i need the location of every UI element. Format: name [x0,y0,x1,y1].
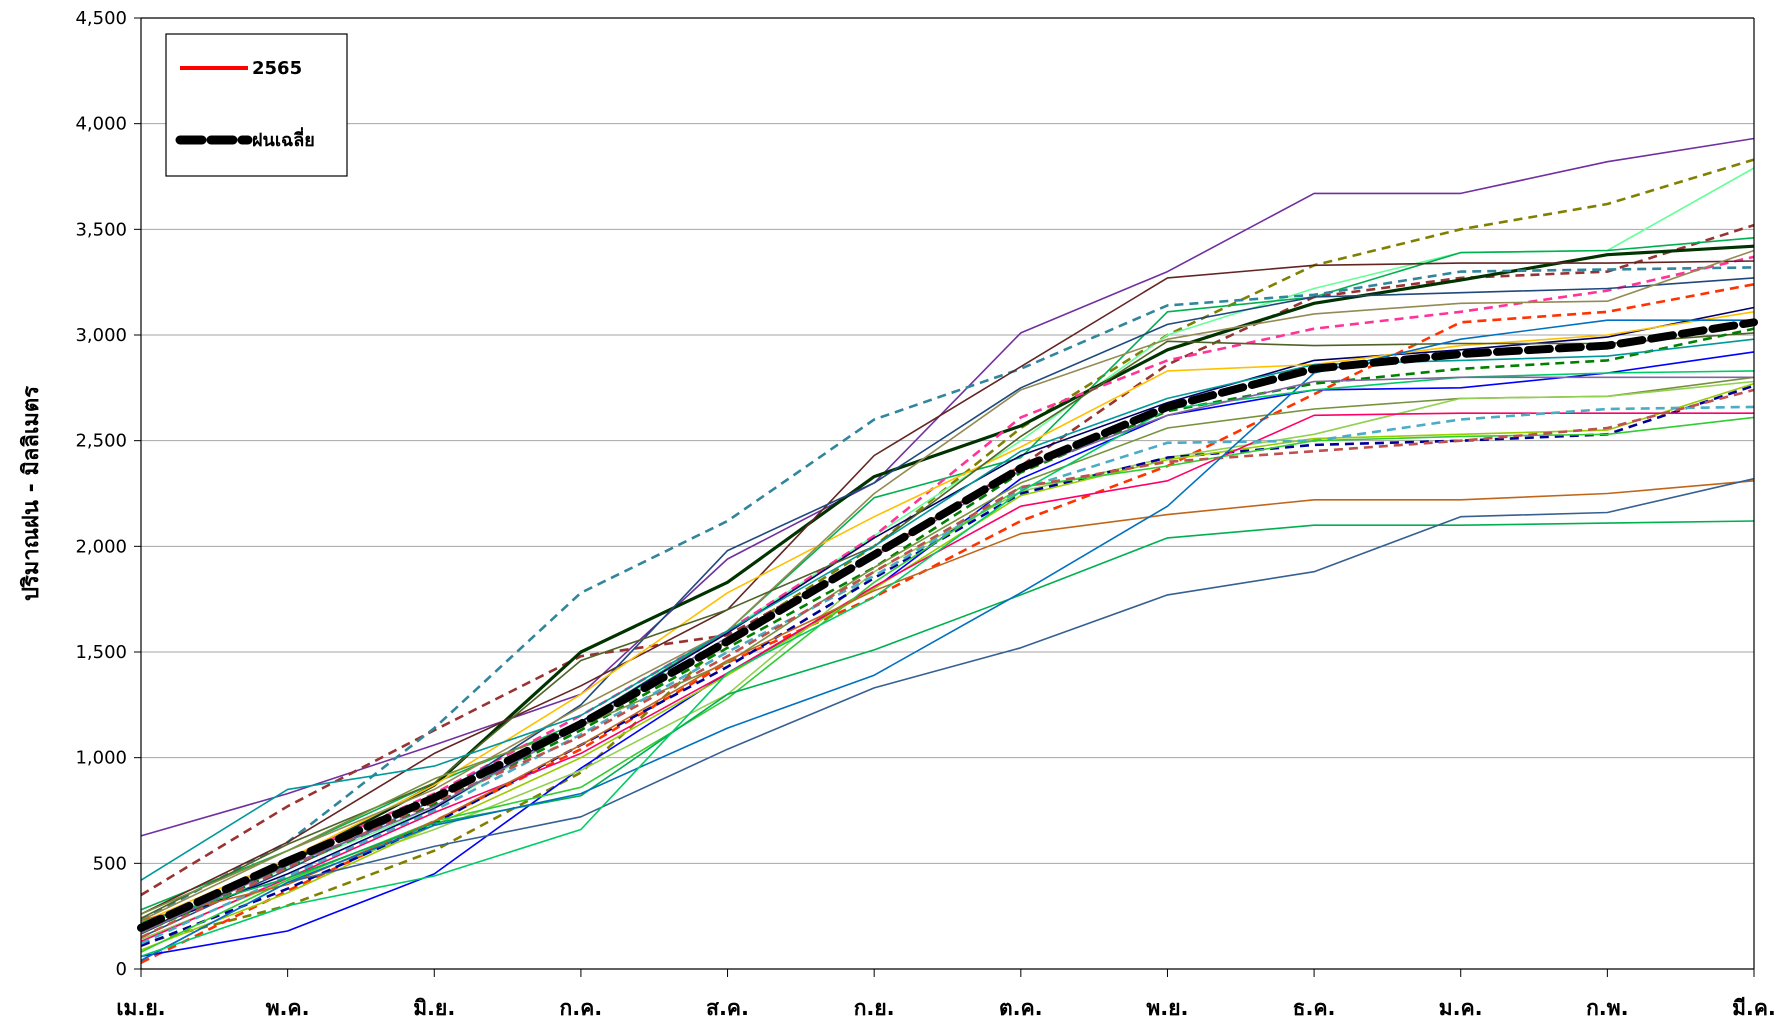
legend: 2565 ฝนเฉลี่ย [165,33,348,177]
x-tick-label: พ.ย. [1146,996,1188,1019]
series-line [140,382,1755,951]
gridlines [141,17,1754,864]
y-tick-label: 1,000 [75,748,127,769]
x-tick-label: ต.ค. [999,996,1043,1019]
series-line [140,520,1755,924]
x-tick-label: เม.ย. [116,996,165,1019]
series-line [140,388,1755,939]
series-line [140,384,1755,948]
average-line [137,318,1758,932]
series-line [140,319,1754,962]
legend-label-2565: 2565 [252,58,302,79]
series-line [140,266,1755,922]
series-line [140,376,1755,915]
series-line [140,327,1755,935]
x-tick-label: ส.ค. [706,996,749,1019]
legend-box [165,33,348,177]
series-line [140,306,1755,932]
series-line [140,137,1755,837]
x-tick-label: ก.ค. [560,996,603,1019]
x-axis-tick-labels: เม.ย. พ.ค. มิ.ย. ก.ค. ส.ค. ก.ย. ต.ค. พ.ย. ธ.ค. ม.… [116,996,1776,1019]
y-tick-label: 3,500 [75,219,127,240]
y-tick-label: 4,000 [75,114,127,135]
series-line [140,260,1755,915]
x-tick-label: พ.ค. [266,996,310,1019]
x-tick-label: มิ.ย. [413,996,455,1019]
axes [134,17,1755,977]
y-tick-label: 2,000 [75,536,127,557]
legend-label-average: ฝนเฉลี่ย [252,127,315,151]
series-line [140,283,1755,964]
y-tick-label: 0 [116,959,127,980]
x-tick-label: ธ.ค. [1293,996,1336,1019]
x-tick-label: มี.ค. [1732,996,1776,1019]
average-rainfall-line [137,318,1758,932]
y-tick-label: 4,500 [75,8,127,29]
series-line [140,237,1755,911]
y-tick-label: 2,500 [75,431,127,452]
x-tick-label: ม.ค. [1439,996,1483,1019]
y-tick-label: 3,000 [75,325,127,346]
series-line [140,338,1755,881]
series-line [140,332,1755,920]
series-line [140,412,1754,943]
y-axis-label: ปริมาณฝน - มิลลิเมตร [19,386,44,601]
series-line [140,255,1755,930]
series-line [140,477,1755,962]
series-line [140,158,1755,945]
x-tick-label: ก.พ. [1586,996,1629,1019]
series-line [140,405,1755,945]
y-tick-label: 500 [93,853,127,874]
series-line [140,249,1755,922]
series-line [140,380,1755,941]
series-lines [140,137,1755,964]
series-line [140,370,1755,958]
x-tick-label: ก.ย. [854,996,895,1019]
y-axis-tick-labels: 0 500 1,000 1,500 2,000 2,500 3,000 3,500 4,000 4… [75,8,127,980]
y-tick-label: 1,500 [75,642,127,663]
